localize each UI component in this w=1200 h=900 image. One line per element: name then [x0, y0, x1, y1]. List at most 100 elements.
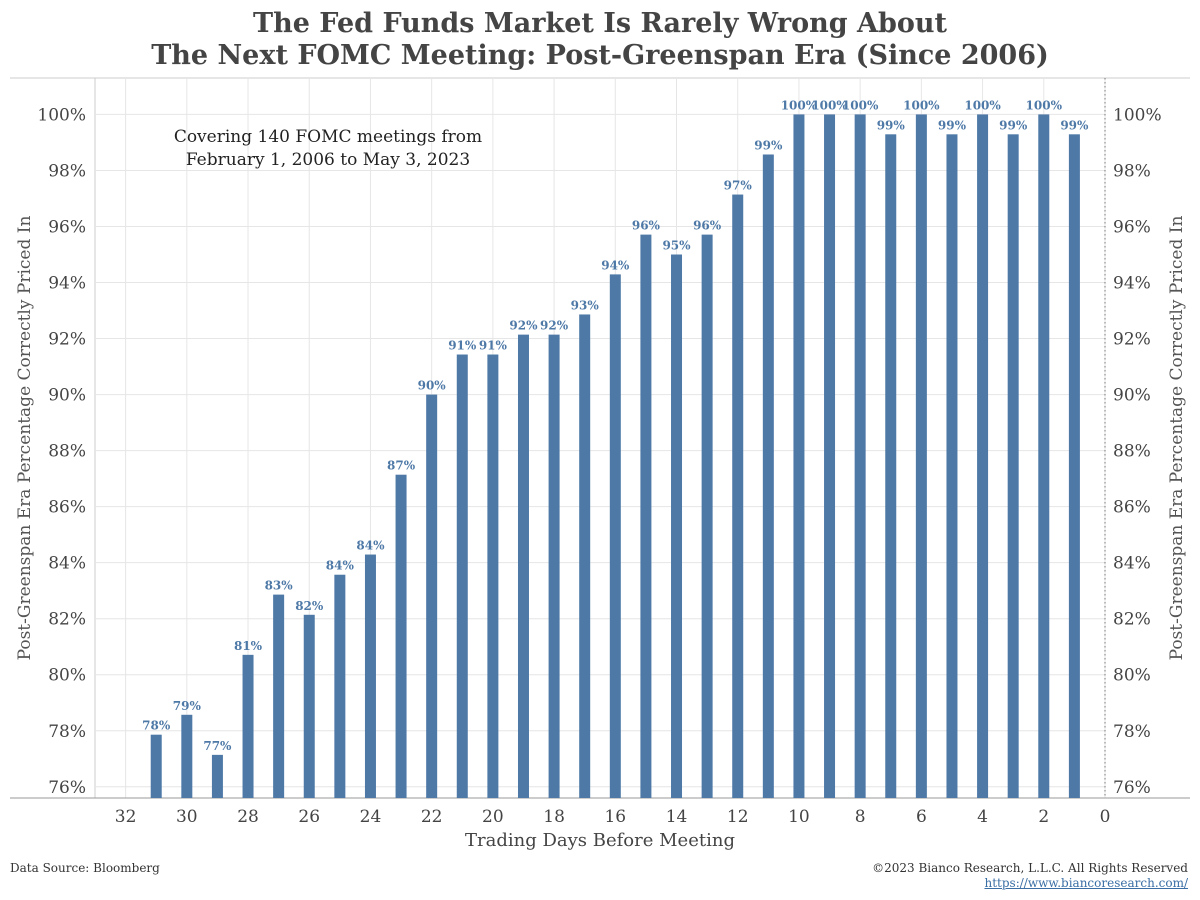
chart-title-line2: The Next FOMC Meeting: Post-Greenspan Er… [151, 40, 1049, 71]
data-label: 95% [662, 238, 691, 252]
x-tick-label: 4 [977, 807, 988, 827]
data-label: 96% [693, 219, 722, 233]
data-label: 79% [173, 699, 202, 713]
website-link[interactable]: https://www.biancoresearch.com/ [984, 876, 1188, 890]
x-tick-label: 6 [916, 807, 927, 827]
y-axis-title-left: Post-Greenspan Era Percentage Correctly … [15, 216, 35, 661]
data-source: Data Source: Bloomberg [10, 861, 160, 875]
data-label: 91% [479, 339, 508, 353]
y-tick-label-left: 86% [48, 498, 86, 518]
data-label: 84% [356, 539, 385, 553]
bar [793, 114, 805, 799]
bar [456, 354, 468, 798]
bar [946, 134, 958, 798]
bar [1007, 134, 1019, 798]
y-tick-label-left: 80% [48, 666, 86, 686]
data-label: 100% [781, 98, 818, 112]
bar [273, 594, 285, 798]
y-tick-label-left: 94% [48, 274, 86, 294]
y-tick-label-left: 98% [48, 161, 86, 181]
data-label: 100% [811, 98, 848, 112]
bar [364, 554, 376, 798]
y-tick-label-right: 78% [1113, 722, 1151, 742]
y-tick-label-right: 82% [1113, 610, 1151, 630]
data-label: 77% [203, 739, 232, 753]
y-tick-label-left: 76% [48, 778, 86, 798]
data-label: 100% [964, 98, 1001, 112]
y-axis-title-right: Post-Greenspan Era Percentage Correctly … [1167, 216, 1187, 661]
data-label: 94% [601, 258, 630, 272]
bar [1038, 114, 1050, 799]
y-tick-label-right: 90% [1113, 386, 1151, 406]
x-tick-label: 22 [421, 807, 443, 827]
y-tick-label-right: 100% [1113, 105, 1162, 125]
chart-title-line1: The Fed Funds Market Is Rarely Wrong Abo… [253, 8, 947, 39]
x-tick-label: 30 [176, 807, 198, 827]
x-tick-label: 26 [298, 807, 320, 827]
bar [885, 134, 897, 798]
bar [640, 234, 652, 799]
y-tick-label-left: 90% [48, 386, 86, 406]
bar [211, 754, 223, 798]
bar [579, 314, 591, 798]
annotation-line: February 1, 2006 to May 3, 2023 [186, 150, 470, 170]
y-tick-label-right: 80% [1113, 666, 1151, 686]
bar [609, 274, 621, 798]
bar [762, 154, 774, 798]
x-tick-label: 18 [543, 807, 565, 827]
x-tick-label: 8 [855, 807, 866, 827]
bar [1068, 134, 1080, 798]
x-tick-label: 0 [1100, 807, 1111, 827]
bar [977, 114, 989, 799]
bar [548, 334, 560, 798]
y-tick-label-right: 86% [1113, 498, 1151, 518]
data-label: 99% [877, 118, 906, 132]
x-tick-label: 28 [237, 807, 259, 827]
bar [150, 734, 162, 798]
y-tick-label-left: 82% [48, 610, 86, 630]
data-label: 87% [387, 459, 416, 473]
x-tick-label: 12 [727, 807, 749, 827]
x-tick-label: 10 [788, 807, 810, 827]
bar [701, 234, 713, 799]
data-label: 100% [903, 98, 940, 112]
y-tick-label-right: 96% [1113, 217, 1151, 237]
x-tick-label: 16 [604, 807, 626, 827]
data-label: 92% [509, 319, 538, 333]
y-tick-label-right: 84% [1113, 554, 1151, 574]
y-tick-label-left: 88% [48, 442, 86, 462]
data-label: 84% [326, 559, 355, 573]
y-tick-label-left: 92% [48, 330, 86, 350]
chart-title: The Fed Funds Market Is Rarely Wrong Abo… [0, 8, 1200, 72]
data-label: 99% [1060, 118, 1089, 132]
bar [824, 114, 836, 799]
annotation-line: Covering 140 FOMC meetings from [174, 127, 482, 147]
data-label: 90% [418, 379, 447, 393]
x-tick-label: 14 [666, 807, 688, 827]
x-axis-title: Trading Days Before Meeting [465, 830, 735, 851]
y-tick-label-left: 84% [48, 554, 86, 574]
data-label: 99% [754, 138, 783, 152]
data-label: 83% [265, 579, 294, 593]
bar [854, 114, 866, 799]
y-tick-label-left: 96% [48, 217, 86, 237]
data-label: 78% [142, 719, 171, 733]
y-tick-label-right: 88% [1113, 442, 1151, 462]
data-label: 97% [724, 179, 753, 193]
y-tick-label-left: 100% [37, 105, 86, 125]
x-tick-label: 32 [115, 807, 137, 827]
data-label: 99% [938, 118, 967, 132]
data-label: 91% [448, 339, 477, 353]
bar [487, 354, 499, 798]
data-label: 93% [571, 298, 600, 312]
bar [181, 714, 193, 798]
bar [303, 614, 315, 798]
y-tick-label-right: 98% [1113, 161, 1151, 181]
data-label: 92% [540, 319, 569, 333]
copyright-text: ©2023 Bianco Research, L.L.C. All Rights… [872, 861, 1188, 875]
data-label: 99% [999, 118, 1028, 132]
data-label: 96% [632, 219, 661, 233]
bar [517, 334, 529, 798]
bar [395, 474, 407, 798]
